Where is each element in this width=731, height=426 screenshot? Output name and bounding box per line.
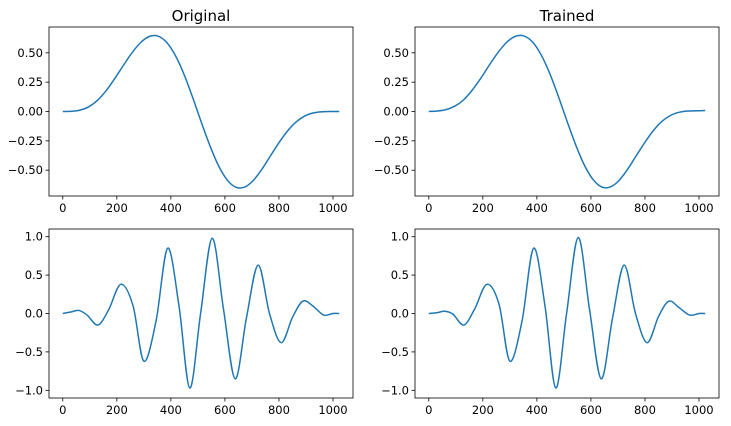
y-tick-label: −0.50 [8, 163, 43, 177]
chart-panel-4: 0 200 400 600 800 1000 −1.0 −0.5 0.0 0.5 1.0 [381, 228, 720, 417]
x-tick-label: 600 [580, 201, 602, 215]
axes-frame [48, 26, 354, 197]
y-tick-label: −0.50 [374, 163, 409, 177]
x-tick-label: 800 [268, 403, 290, 417]
x-tick-label: 600 [214, 201, 236, 215]
x-tick-label: 400 [526, 201, 548, 215]
x-tick-label: 600 [214, 403, 236, 417]
series-line [428, 236, 706, 389]
y-tick-label: 0.25 [17, 75, 43, 89]
series-line [62, 237, 340, 389]
axes-frame [414, 26, 720, 197]
chart-panel-1: Original 0 200 400 600 800 1000 −0.50 −0.25 0.00 0… [8, 7, 354, 215]
y-tick-label: 0.00 [17, 105, 43, 119]
x-tick-label: 800 [634, 403, 656, 417]
y-tick-label: −1.0 [15, 383, 43, 397]
y-tick-label: −0.5 [15, 345, 43, 359]
y-tick-label: −0.25 [8, 134, 43, 148]
y-tick-label: 0.5 [391, 268, 409, 282]
y-tick-label: 0.00 [383, 105, 409, 119]
chart-panel-2: Trained 0 200 400 600 800 1000 −0.50 −0.25 0.00 0.… [374, 7, 720, 215]
x-tick-label: 200 [472, 201, 494, 215]
x-tick-label: 1000 [684, 403, 713, 417]
chart-panel-3: 0 200 400 600 800 1000 −1.0 −0.5 0.0 0.5 1.0 [15, 228, 354, 417]
x-tick-label: 800 [268, 201, 290, 215]
y-tick-label: 1.0 [25, 230, 43, 244]
y-tick-label: −0.5 [381, 345, 409, 359]
x-tick-label: 1000 [318, 201, 347, 215]
y-tick-label: 0.25 [383, 75, 409, 89]
chart-title: Original [172, 7, 231, 25]
y-tick-label: 0.5 [25, 268, 43, 282]
x-tick-label: 200 [106, 201, 128, 215]
y-tick-label: −0.25 [374, 134, 409, 148]
x-tick-label: 400 [160, 201, 182, 215]
x-tick-label: 200 [472, 403, 494, 417]
y-tick-label: −1.0 [381, 383, 409, 397]
x-tick-label: 0 [59, 201, 66, 215]
series-line [62, 34, 340, 189]
chart-title: Trained [539, 7, 595, 25]
series-line [428, 34, 706, 189]
x-tick-label: 0 [425, 201, 432, 215]
y-tick-label: 0.50 [17, 46, 43, 60]
x-tick-label: 400 [160, 403, 182, 417]
x-tick-label: 800 [634, 201, 656, 215]
x-tick-label: 1000 [318, 403, 347, 417]
x-tick-label: 400 [526, 403, 548, 417]
y-tick-label: 0.0 [25, 307, 43, 321]
x-tick-label: 600 [580, 403, 602, 417]
x-tick-label: 1000 [684, 201, 713, 215]
x-tick-label: 200 [106, 403, 128, 417]
x-tick-label: 0 [59, 403, 66, 417]
x-tick-label: 0 [425, 403, 432, 417]
y-tick-label: 1.0 [391, 230, 409, 244]
y-tick-label: 0.0 [391, 307, 409, 321]
y-tick-label: 0.50 [383, 46, 409, 60]
